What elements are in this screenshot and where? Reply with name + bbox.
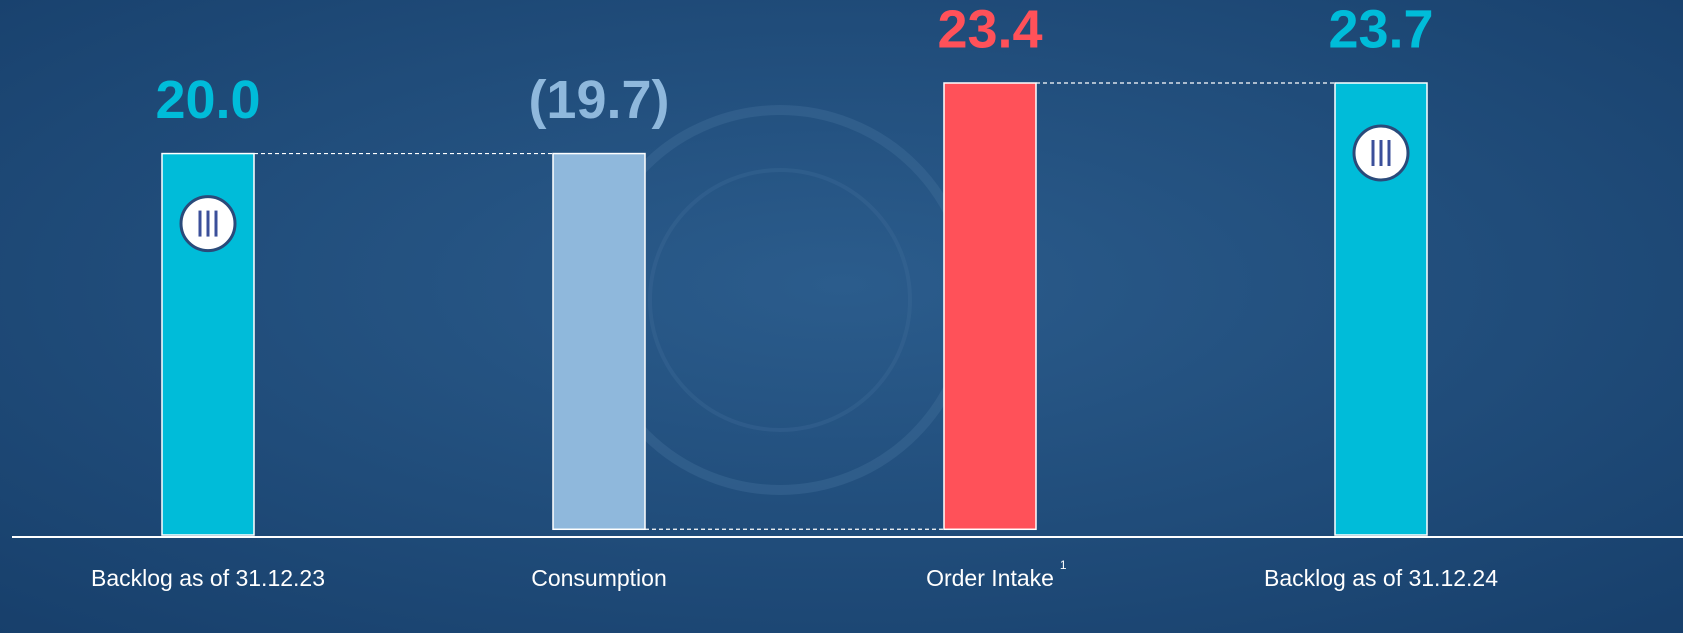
value-label: 20.0 <box>155 70 260 130</box>
bar <box>943 82 1037 531</box>
value-label: (19.7) <box>528 70 669 130</box>
background-decor <box>648 168 912 432</box>
bar-icon <box>1352 124 1410 182</box>
value-label: 23.7 <box>1328 0 1433 59</box>
bar-icon <box>179 195 237 253</box>
x-tick-label: Order Intake <box>926 565 1054 591</box>
x-tick-label: Backlog as of 31.12.24 <box>1264 565 1498 591</box>
x-tick-label: Backlog as of 31.12.23 <box>91 565 325 591</box>
x-tick-label: Consumption <box>531 565 667 591</box>
footnote-marker: 1 <box>1060 558 1067 572</box>
bar <box>552 152 646 531</box>
value-label: 23.4 <box>937 0 1042 59</box>
